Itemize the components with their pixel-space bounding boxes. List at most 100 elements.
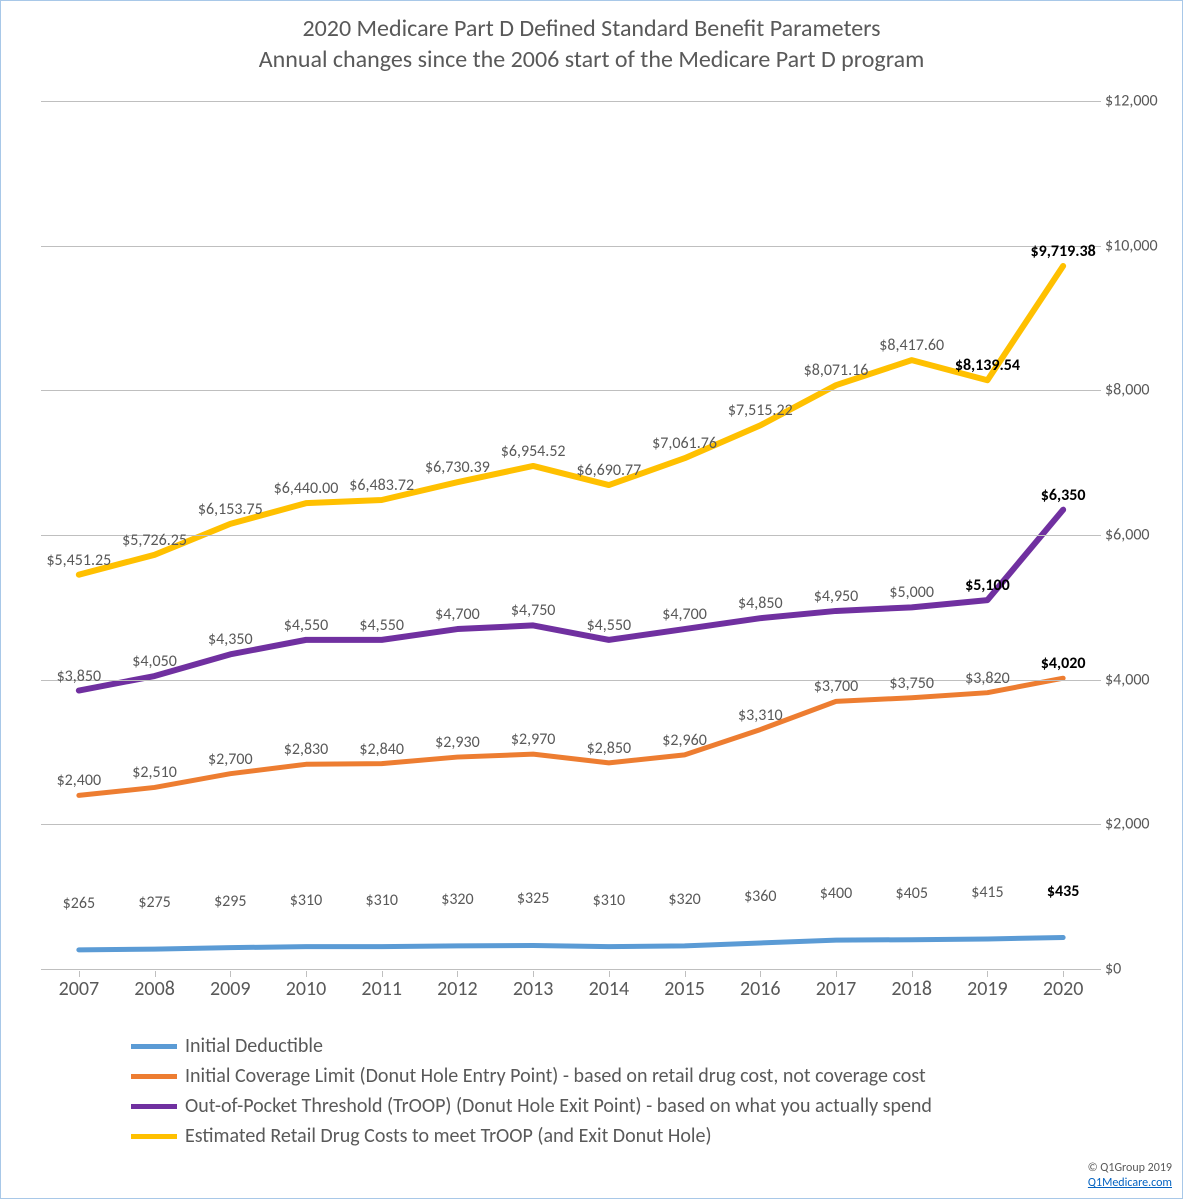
data-label-retail_cost: $6,483.72 bbox=[349, 476, 414, 495]
data-label-retail_cost: $6,954.52 bbox=[501, 442, 566, 461]
data-label-troop: $4,750 bbox=[511, 601, 556, 620]
data-label-deductible: $400 bbox=[820, 884, 852, 903]
gridline bbox=[41, 680, 1101, 681]
data-label-troop: $4,950 bbox=[814, 587, 859, 606]
data-label-deductible: $310 bbox=[365, 891, 397, 910]
y-tick-label: $10,000 bbox=[1105, 236, 1175, 255]
legend-item: Initial Deductible bbox=[131, 1031, 1091, 1061]
data-label-retail_cost: $6,690.77 bbox=[576, 461, 641, 480]
data-label-coverage_limit: $3,820 bbox=[965, 669, 1010, 688]
data-label-troop: $5,000 bbox=[889, 583, 934, 602]
legend: Initial Deductible Initial Coverage Limit… bbox=[131, 1031, 1091, 1151]
data-label-retail_cost: $8,139.54 bbox=[955, 356, 1020, 375]
data-label-troop: $4,700 bbox=[435, 605, 480, 624]
y-tick-label: $12,000 bbox=[1105, 92, 1175, 111]
chart-title-line2: Annual changes since the 2006 start of t… bbox=[259, 45, 925, 74]
x-tick-label: 2007 bbox=[59, 977, 100, 1001]
data-label-troop: $4,700 bbox=[662, 605, 707, 624]
data-label-coverage_limit: $2,510 bbox=[132, 763, 177, 782]
plot-area: $0$2,000$4,000$6,000$8,000$10,000$12,000… bbox=[41, 101, 1101, 969]
data-label-deductible: $275 bbox=[138, 893, 170, 912]
data-label-coverage_limit: $2,700 bbox=[208, 750, 253, 769]
data-label-coverage_limit: $3,700 bbox=[814, 677, 859, 696]
y-tick-label: $4,000 bbox=[1105, 670, 1175, 689]
legend-label: Initial Coverage Limit (Donut Hole Entry… bbox=[185, 1064, 926, 1088]
data-label-retail_cost: $8,417.60 bbox=[879, 336, 944, 355]
y-tick-label: $8,000 bbox=[1105, 381, 1175, 400]
data-label-troop: $4,550 bbox=[587, 616, 632, 635]
data-label-retail_cost: $6,153.75 bbox=[198, 500, 263, 519]
gridline bbox=[41, 390, 1101, 391]
y-tick-label: $2,000 bbox=[1105, 815, 1175, 834]
data-label-troop: $4,350 bbox=[208, 630, 253, 649]
data-label-retail_cost: $8,071.16 bbox=[804, 361, 869, 380]
legend-label: Initial Deductible bbox=[185, 1034, 323, 1058]
x-tick-label: 2012 bbox=[437, 977, 478, 1001]
data-label-coverage_limit: $2,960 bbox=[662, 731, 707, 750]
data-label-coverage_limit: $3,750 bbox=[889, 674, 934, 693]
legend-swatch bbox=[131, 1104, 177, 1109]
x-tick-label: 2010 bbox=[286, 977, 327, 1001]
legend-item: Estimated Retail Drug Costs to meet TrOO… bbox=[131, 1121, 1091, 1151]
copyright-text: © Q1Group 2019 bbox=[1088, 1161, 1172, 1175]
gridline bbox=[41, 535, 1101, 536]
data-label-retail_cost: $7,061.76 bbox=[652, 434, 717, 453]
legend-swatch bbox=[131, 1074, 177, 1079]
data-label-deductible: $325 bbox=[517, 889, 549, 908]
data-label-coverage_limit: $4,020 bbox=[1041, 654, 1086, 673]
data-label-coverage_limit: $2,830 bbox=[284, 740, 329, 759]
data-label-coverage_limit: $3,310 bbox=[738, 706, 783, 725]
x-tick-label: 2016 bbox=[740, 977, 781, 1001]
series-line-retail_cost bbox=[79, 266, 1063, 575]
x-tick-label: 2017 bbox=[816, 977, 857, 1001]
data-label-troop: $6,350 bbox=[1041, 486, 1086, 505]
x-tick-label: 2020 bbox=[1043, 977, 1084, 1001]
legend-swatch bbox=[131, 1044, 177, 1049]
data-label-coverage_limit: $2,930 bbox=[435, 733, 480, 752]
x-tick-label: 2013 bbox=[513, 977, 554, 1001]
data-label-deductible: $265 bbox=[63, 894, 95, 913]
chart-title-line1: 2020 Medicare Part D Defined Standard Be… bbox=[302, 14, 880, 43]
data-label-deductible: $310 bbox=[593, 891, 625, 910]
x-tick-label: 2018 bbox=[891, 977, 932, 1001]
data-label-troop: $4,550 bbox=[359, 616, 404, 635]
chart-footer: © Q1Group 2019 Q1Medicare.com bbox=[1088, 1161, 1172, 1192]
data-label-coverage_limit: $2,840 bbox=[359, 740, 404, 759]
chart-title: 2020 Medicare Part D Defined Standard Be… bbox=[1, 1, 1182, 75]
x-tick-label: 2009 bbox=[210, 977, 251, 1001]
y-tick-label: $0 bbox=[1105, 960, 1175, 979]
data-label-troop: $3,850 bbox=[57, 667, 102, 686]
data-label-retail_cost: $5,726.25 bbox=[122, 531, 187, 550]
data-label-troop: $4,850 bbox=[738, 594, 783, 613]
data-label-retail_cost: $9,719.38 bbox=[1031, 242, 1096, 261]
x-tick-label: 2015 bbox=[664, 977, 705, 1001]
data-label-troop: $5,100 bbox=[965, 576, 1010, 595]
x-tick-label: 2014 bbox=[589, 977, 630, 1001]
gridline bbox=[41, 969, 1101, 970]
x-tick-label: 2011 bbox=[361, 977, 402, 1001]
legend-swatch bbox=[131, 1134, 177, 1139]
data-label-retail_cost: $5,451.25 bbox=[46, 551, 111, 570]
series-line-deductible bbox=[79, 938, 1063, 950]
data-label-deductible: $415 bbox=[971, 883, 1003, 902]
data-label-retail_cost: $6,730.39 bbox=[425, 458, 490, 477]
legend-label: Estimated Retail Drug Costs to meet TrOO… bbox=[185, 1124, 712, 1148]
chart-container: 2020 Medicare Part D Defined Standard Be… bbox=[0, 0, 1183, 1199]
data-label-coverage_limit: $2,400 bbox=[57, 771, 102, 790]
gridline bbox=[41, 101, 1101, 102]
gridline bbox=[41, 824, 1101, 825]
data-label-coverage_limit: $2,850 bbox=[587, 739, 632, 758]
data-label-troop: $4,550 bbox=[284, 616, 329, 635]
legend-item: Initial Coverage Limit (Donut Hole Entry… bbox=[131, 1061, 1091, 1091]
data-label-deductible: $310 bbox=[290, 891, 322, 910]
legend-item: Out-of-Pocket Threshold (TrOOP) (Donut H… bbox=[131, 1091, 1091, 1121]
data-label-deductible: $360 bbox=[744, 887, 776, 906]
data-label-troop: $4,050 bbox=[132, 652, 177, 671]
source-link[interactable]: Q1Medicare.com bbox=[1088, 1176, 1172, 1190]
data-label-deductible: $320 bbox=[668, 890, 700, 909]
x-tick-label: 2019 bbox=[967, 977, 1008, 1001]
data-label-retail_cost: $7,515.22 bbox=[728, 401, 793, 420]
data-label-retail_cost: $6,440.00 bbox=[274, 479, 339, 498]
y-tick-label: $6,000 bbox=[1105, 526, 1175, 545]
legend-label: Out-of-Pocket Threshold (TrOOP) (Donut H… bbox=[185, 1094, 932, 1118]
